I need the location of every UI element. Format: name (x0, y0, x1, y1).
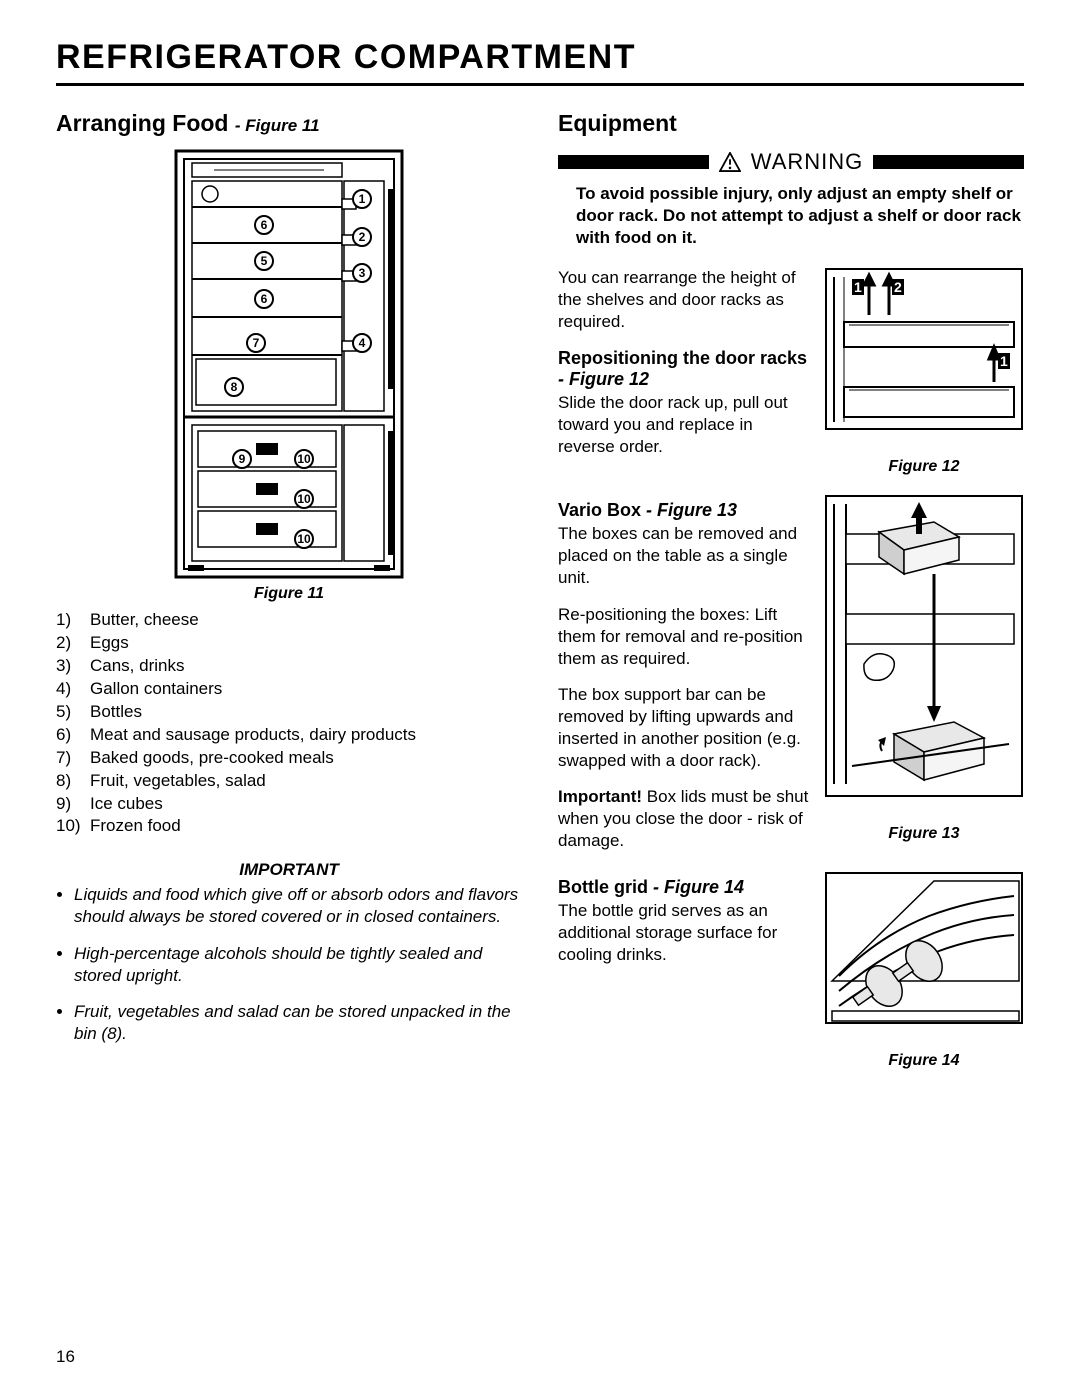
warning-text: To avoid possible injury, only adjust an… (576, 183, 1024, 249)
legend-text: Eggs (90, 632, 129, 655)
figure-12-caption: Figure 12 (824, 458, 1024, 476)
legend-row: 8)Fruit, vegetables, salad (56, 770, 522, 793)
figure-13-caption: Figure 13 (824, 825, 1024, 843)
vario-heading: Vario Box - Figure 13 (558, 500, 810, 521)
vario-important-label: Important! (558, 787, 642, 806)
arranging-food-figref: - Figure 11 (235, 116, 320, 135)
legend-row: 4)Gallon containers (56, 678, 522, 701)
arranging-food-heading: Arranging Food - Figure 11 (56, 110, 522, 137)
equipment-intro: You can rearrange the height of the shel… (558, 267, 810, 333)
important-bullet: High-percentage alcohols should be tight… (74, 943, 522, 987)
legend-num: 9) (56, 793, 90, 816)
legend-list: 1)Butter, cheese2)Eggs3)Cans, drinks4)Ga… (56, 609, 522, 838)
legend-text: Ice cubes (90, 793, 163, 816)
vario-p2: Re-positioning the boxes: Lift them for … (558, 604, 810, 670)
important-bullets: Liquids and food which give off or absor… (56, 884, 522, 1045)
callout-8: 8 (224, 377, 244, 397)
reposition-title: Repositioning the door racks (558, 348, 807, 368)
arranging-food-title: Arranging Food (56, 110, 228, 136)
figure-11-caption: Figure 11 (56, 585, 522, 603)
callout-6: 6 (254, 289, 274, 309)
warning-bar-right (873, 155, 1024, 169)
bottle-text: The bottle grid serves as an additional … (558, 900, 810, 966)
legend-num: 10) (56, 815, 90, 838)
legend-num: 7) (56, 747, 90, 770)
legend-text: Butter, cheese (90, 609, 199, 632)
callout-6: 6 (254, 215, 274, 235)
bottle-figref: - Figure 14 (648, 877, 744, 897)
figure-14-caption: Figure 14 (824, 1052, 1024, 1070)
legend-num: 4) (56, 678, 90, 701)
legend-text: Meat and sausage products, dairy product… (90, 724, 416, 747)
legend-row: 9)Ice cubes (56, 793, 522, 816)
legend-num: 2) (56, 632, 90, 655)
legend-row: 1)Butter, cheese (56, 609, 522, 632)
callout-4: 4 (352, 333, 372, 353)
legend-row: 5)Bottles (56, 701, 522, 724)
callout-5: 5 (254, 251, 274, 271)
legend-text: Bottles (90, 701, 142, 724)
legend-row: 10)Frozen food (56, 815, 522, 838)
legend-num: 6) (56, 724, 90, 747)
bottle-title: Bottle grid (558, 877, 648, 897)
legend-row: 2)Eggs (56, 632, 522, 655)
svg-text:2: 2 (894, 279, 902, 295)
figure-13-diagram: Figure 13 (824, 494, 1024, 849)
legend-row: 3)Cans, drinks (56, 655, 522, 678)
legend-row: 6)Meat and sausage products, dairy produ… (56, 724, 522, 747)
vario-figref: - Figure 13 (641, 500, 737, 520)
vario-p3: The box support bar can be removed by li… (558, 684, 810, 772)
vario-p1: The boxes can be removed and placed on t… (558, 523, 810, 589)
page-number: 16 (56, 1347, 75, 1367)
bottle-heading: Bottle grid - Figure 14 (558, 877, 810, 898)
callout-10: 10 (294, 489, 314, 509)
svg-text:1: 1 (1000, 353, 1008, 369)
callout-3: 3 (352, 263, 372, 283)
warning-bar: WARNING (558, 149, 1024, 175)
right-column: Equipment WARNING To avoid possible inju… (558, 110, 1024, 1076)
reposition-heading: Repositioning the door racks - Figure 12 (558, 348, 810, 390)
callout-7: 7 (246, 333, 266, 353)
warning-bar-left (558, 155, 709, 169)
warning-label: WARNING (751, 149, 864, 175)
legend-text: Cans, drinks (90, 655, 184, 678)
important-bullet: Fruit, vegetables and salad can be store… (74, 1001, 522, 1045)
legend-text: Fruit, vegetables, salad (90, 770, 266, 793)
figure-11-diagram: 1 6 2 5 3 6 7 4 8 9 10 10 10 (174, 149, 404, 579)
legend-text: Frozen food (90, 815, 181, 838)
left-column: Arranging Food - Figure 11 (56, 110, 522, 1076)
callout-2: 2 (352, 227, 372, 247)
callout-9: 9 (232, 449, 252, 469)
reposition-text: Slide the door rack up, pull out toward … (558, 392, 810, 458)
callout-10: 10 (294, 449, 314, 469)
vario-title: Vario Box (558, 500, 641, 520)
legend-num: 5) (56, 701, 90, 724)
callout-1: 1 (352, 189, 372, 209)
legend-num: 8) (56, 770, 90, 793)
equipment-heading: Equipment (558, 110, 1024, 137)
page-title: REFRIGERATOR COMPARTMENT (56, 38, 1024, 86)
figure-12-diagram: 1 2 1 1 2 1 Figure 12 (824, 267, 1024, 482)
legend-row: 7)Baked goods, pre-cooked meals (56, 747, 522, 770)
legend-num: 1) (56, 609, 90, 632)
reposition-figref: - Figure 12 (558, 369, 649, 389)
legend-text: Baked goods, pre-cooked meals (90, 747, 334, 770)
legend-text: Gallon containers (90, 678, 222, 701)
svg-text:1: 1 (854, 279, 862, 295)
figure-14-diagram: Figure 14 (824, 871, 1024, 1076)
vario-important: Important! Box lids must be shut when yo… (558, 786, 810, 852)
warning-icon (719, 152, 741, 172)
important-bullet: Liquids and food which give off or absor… (74, 884, 522, 928)
important-label: IMPORTANT (56, 860, 522, 880)
legend-num: 3) (56, 655, 90, 678)
callout-10: 10 (294, 529, 314, 549)
